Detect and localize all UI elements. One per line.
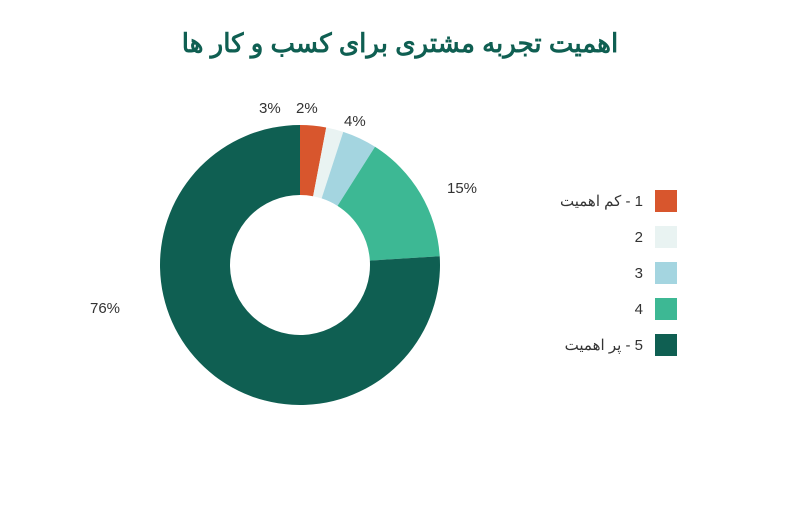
legend-label-s5: 5 - پر اهمیت [565, 336, 643, 354]
legend-swatch-s4 [655, 298, 677, 320]
legend-swatch-s5 [655, 334, 677, 356]
legend-swatch-s2 [655, 226, 677, 248]
legend-item-s3: 3 [560, 262, 677, 284]
legend-item-s1: 1 - کم اهمیت [560, 190, 677, 212]
legend-label-s4: 4 [635, 301, 643, 318]
legend: 1 - کم اهمیت 2 3 4 5 - پر اهمیت [560, 190, 677, 370]
legend-swatch-s1 [655, 190, 677, 212]
legend-item-s2: 2 [560, 226, 677, 248]
percent-label-s4: 15% [447, 180, 477, 197]
legend-item-s5: 5 - پر اهمیت [560, 334, 677, 356]
legend-item-s4: 4 [560, 298, 677, 320]
percent-label-s1: 3% [259, 100, 281, 117]
chart-title: اهمیت تجربه مشتری برای کسب و کار ها [0, 0, 800, 59]
donut-chart [130, 95, 470, 435]
legend-label-s1: 1 - کم اهمیت [560, 192, 643, 210]
legend-swatch-s3 [655, 262, 677, 284]
legend-label-s2: 2 [635, 229, 643, 246]
percent-label-s3: 4% [344, 113, 366, 130]
percent-label-s5: 76% [90, 300, 120, 317]
percent-label-s2: 2% [296, 100, 318, 117]
donut-svg [130, 95, 470, 435]
legend-label-s3: 3 [635, 265, 643, 282]
